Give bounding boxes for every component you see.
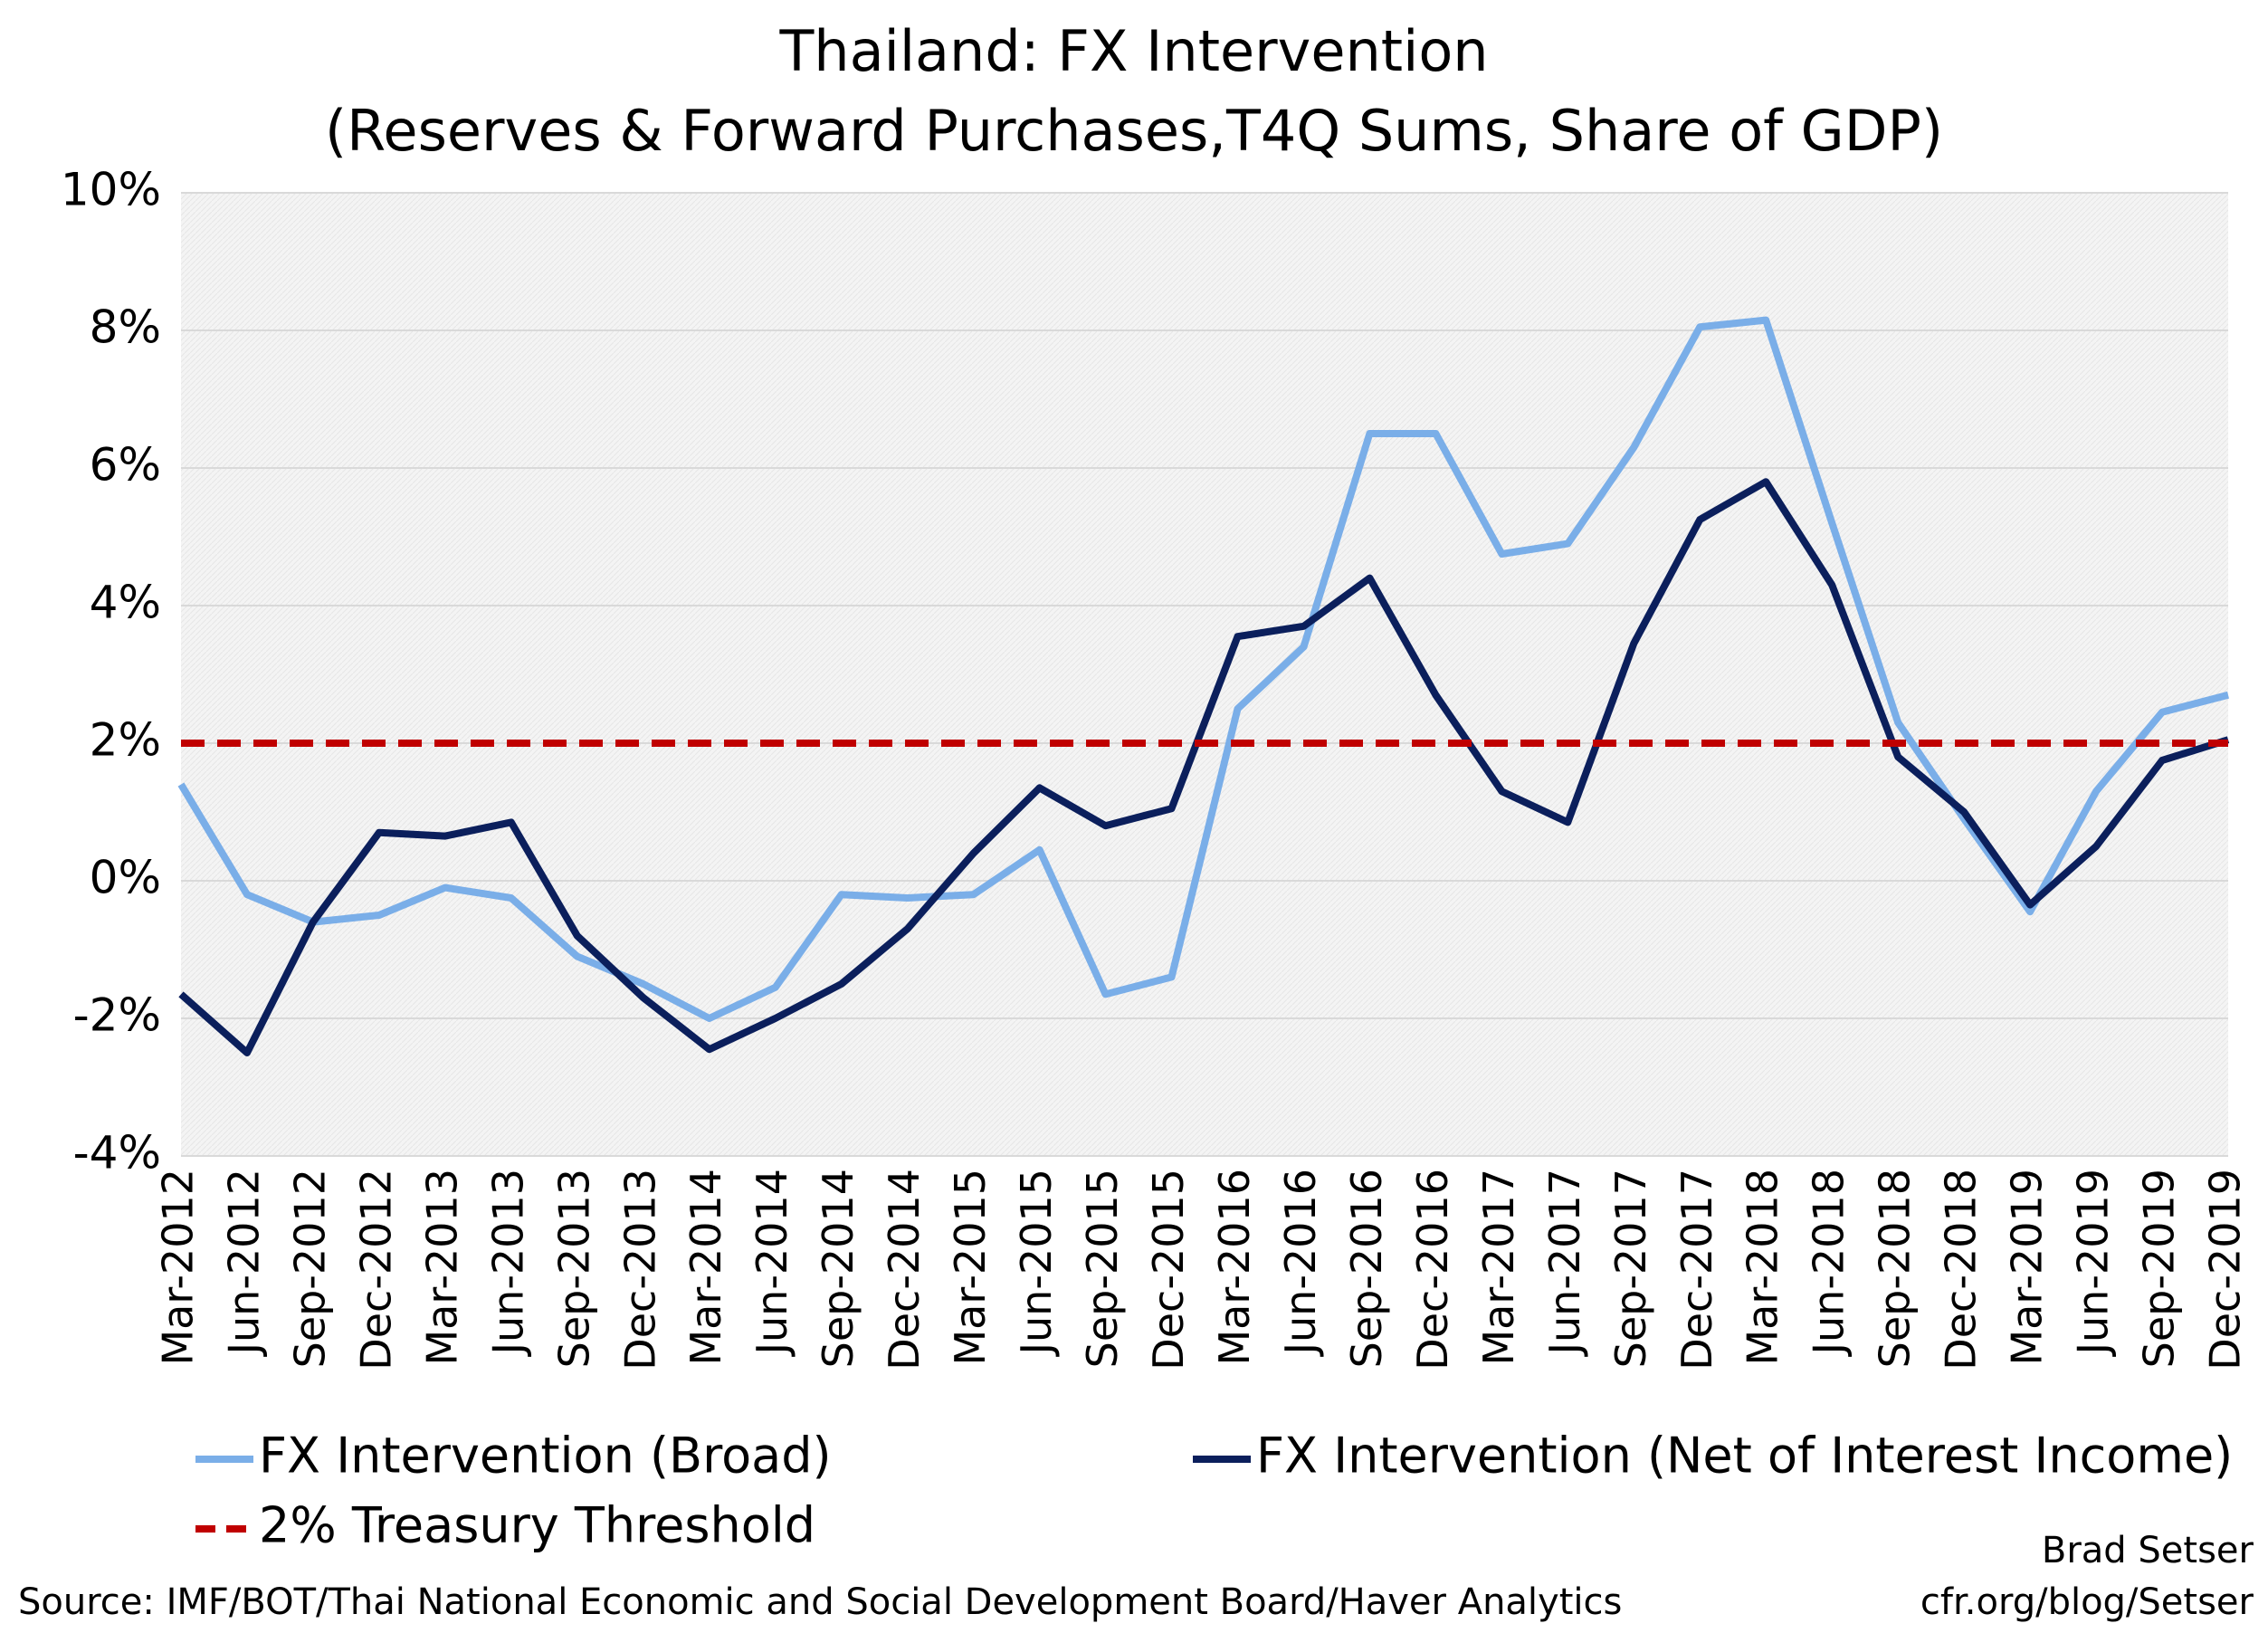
legend-label: FX Intervention (Broad): [259, 1428, 832, 1485]
x-tick-label: Sep-2013: [549, 1169, 598, 1368]
source: Source: IMF/BOT/Thai National Economic a…: [18, 1581, 1622, 1623]
x-tick-label: Mar-2017: [1474, 1169, 1523, 1366]
chart-subtitle: (Reserves & Forward Purchases,T4Q Sums, …: [325, 98, 1943, 164]
chart-title: Thailand: FX Intervention: [778, 18, 1488, 84]
x-tick-label: Jun-2016: [1276, 1169, 1325, 1358]
x-tick-label: Sep-2019: [2135, 1169, 2184, 1368]
x-tick-label: Mar-2012: [154, 1169, 203, 1366]
x-tick-label: Sep-2018: [1871, 1169, 1920, 1368]
legend-label: FX Intervention (Net of Interest Income): [1256, 1428, 2233, 1485]
x-tick-label: Jun-2012: [219, 1169, 268, 1358]
y-tick-label: 0%: [90, 852, 161, 904]
x-tick-label: Dec-2017: [1672, 1169, 1721, 1370]
x-tick-label: Dec-2016: [1408, 1169, 1457, 1370]
x-tick-label: Jun-2017: [1540, 1169, 1589, 1358]
x-tick-label: Dec-2014: [880, 1169, 929, 1370]
x-tick-label: Dec-2018: [1937, 1169, 1986, 1370]
x-tick-label: Sep-2016: [1342, 1169, 1391, 1368]
y-tick-label: -2%: [73, 989, 161, 1042]
x-tick-label: Mar-2014: [681, 1169, 730, 1366]
x-tick-label: Dec-2013: [615, 1169, 664, 1370]
series-line: [177, 316, 2230, 1022]
x-tick-label: Sep-2012: [285, 1169, 334, 1368]
x-tick-label: Mar-2016: [1210, 1169, 1259, 1366]
x-tick-label: Mar-2019: [2003, 1169, 2052, 1366]
series-line: [178, 478, 2230, 1056]
y-tick-label: 6%: [90, 439, 161, 492]
x-tick-label: Mar-2013: [417, 1169, 466, 1366]
x-tick-label: Jun-2014: [748, 1169, 796, 1358]
author: Brad Setser: [2042, 1530, 2254, 1571]
y-tick-label: 4%: [90, 577, 161, 629]
x-tick-label: Jun-2015: [1012, 1169, 1061, 1358]
x-tick-label: Jun-2013: [483, 1169, 532, 1358]
x-tick-label: Sep-2017: [1606, 1169, 1655, 1368]
x-tick-label: Dec-2015: [1144, 1169, 1193, 1370]
x-tick-label: Mar-2015: [946, 1169, 995, 1366]
x-tick-label: Dec-2019: [2201, 1169, 2250, 1370]
x-tick-label: Jun-2018: [1805, 1169, 1853, 1358]
y-tick-label: 8%: [90, 301, 161, 354]
plot-area: [181, 193, 2228, 1156]
y-tick-label: 2%: [90, 714, 161, 767]
x-tick-label: Sep-2014: [814, 1169, 862, 1368]
x-tick-label: Jun-2019: [2069, 1169, 2118, 1358]
x-tick-label: Sep-2015: [1078, 1169, 1127, 1368]
url: cfr.org/blog/Setser: [1920, 1581, 2254, 1623]
legend-label: 2% Treasury Threshold: [259, 1497, 815, 1554]
y-tick-label: 10%: [61, 164, 161, 216]
x-tick-label: Mar-2018: [1739, 1169, 1787, 1366]
x-tick-label: Dec-2012: [351, 1169, 400, 1370]
y-tick-label: -4%: [73, 1127, 161, 1179]
